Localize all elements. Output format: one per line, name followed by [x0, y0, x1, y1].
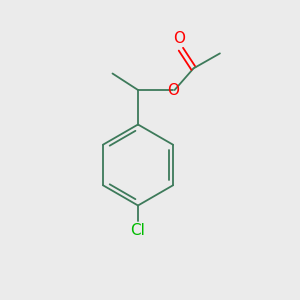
- Text: O: O: [167, 83, 179, 98]
- Text: Cl: Cl: [130, 223, 146, 238]
- Text: O: O: [173, 31, 185, 46]
